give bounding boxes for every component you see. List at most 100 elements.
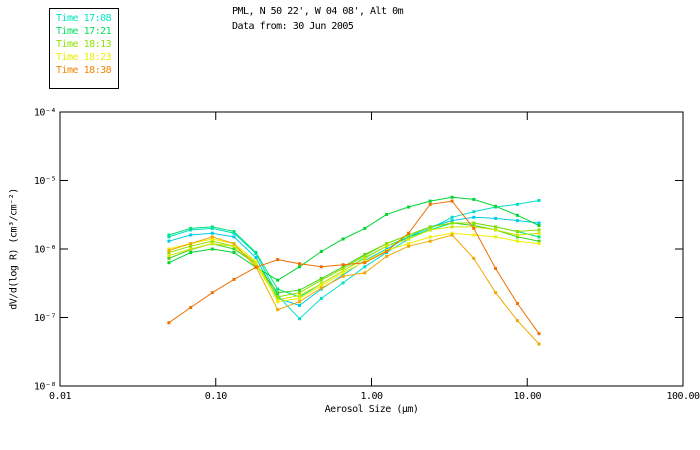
y-tick-label: 10⁻⁸ [34, 382, 56, 393]
series-marker [407, 205, 411, 209]
series-marker [276, 300, 280, 304]
series-line-1 [168, 216, 540, 306]
series-marker [298, 293, 301, 297]
series-marker [298, 296, 301, 300]
series-marker [363, 265, 367, 269]
plot-title: PML, N 50 22', W 04 08', Alt 0m [232, 6, 404, 17]
series-marker [515, 219, 519, 223]
series-marker [428, 239, 432, 243]
series-marker [385, 212, 389, 216]
series-marker [210, 239, 214, 243]
series-marker [319, 277, 323, 281]
series-marker [319, 286, 323, 290]
series-marker [407, 237, 411, 241]
series-marker [167, 321, 171, 325]
series-marker [276, 287, 280, 291]
series-marker [450, 233, 454, 237]
series-marker [494, 228, 498, 232]
series-marker [472, 197, 476, 201]
series-marker [210, 225, 214, 229]
series-marker [319, 278, 323, 282]
series-marker [537, 235, 541, 239]
series-marker [363, 254, 367, 258]
series-marker [189, 247, 193, 251]
series-line-7 [168, 232, 540, 303]
series-marker [276, 258, 280, 262]
series-marker [298, 262, 301, 266]
series-marker [515, 319, 519, 323]
series-marker [494, 235, 498, 239]
series-marker [385, 244, 389, 248]
series-marker [341, 263, 345, 267]
series-marker [472, 233, 476, 237]
series-marker [407, 235, 411, 239]
series-marker [167, 251, 171, 254]
series-marker [515, 239, 519, 243]
series-marker [407, 231, 411, 235]
series-marker [254, 263, 258, 267]
series-line-6 [168, 226, 540, 301]
series-marker [494, 204, 498, 208]
series-marker [319, 284, 323, 288]
series-marker [167, 233, 171, 237]
series-marker [276, 291, 280, 295]
series-marker [494, 225, 498, 229]
series-marker [189, 242, 193, 246]
x-tick-label: 0.10 [205, 391, 228, 402]
series-marker [472, 215, 476, 219]
series-marker [515, 213, 519, 217]
series-marker [298, 303, 301, 307]
series-marker [341, 267, 345, 270]
series-marker [428, 199, 432, 203]
series-marker [450, 231, 454, 235]
series-marker [254, 256, 258, 260]
series-marker [298, 300, 301, 304]
series-line-3 [168, 196, 540, 281]
series-marker [537, 228, 541, 232]
x-axis-label: Aerosol Size (μm) [324, 404, 419, 415]
series-marker [276, 278, 280, 282]
series-marker [298, 288, 301, 292]
y-tick-label: 10⁻⁶ [34, 245, 56, 256]
series-marker [341, 274, 345, 278]
series-marker [254, 251, 258, 254]
series-marker [450, 199, 454, 203]
plot-header: PML, N 50 22', W 04 08', Alt 0m Data fro… [232, 4, 404, 34]
y-tick-label: 10⁻⁷ [34, 313, 56, 324]
series-marker [210, 247, 214, 251]
series-marker [450, 215, 454, 219]
plot-frame [59, 111, 684, 387]
series-marker [537, 221, 541, 225]
series-marker [319, 296, 323, 300]
series-marker [428, 235, 432, 239]
series-marker [298, 317, 301, 321]
series-marker [232, 277, 236, 281]
plot-subtitle: Data from: 30 Jun 2005 [232, 21, 354, 32]
series-marker [472, 256, 476, 260]
series-marker [232, 247, 236, 251]
series-marker [385, 250, 389, 253]
series-marker [363, 226, 367, 230]
series-marker [298, 291, 301, 295]
x-tick-label: 100.00 [666, 391, 700, 402]
series-marker [319, 265, 323, 269]
series-marker [189, 226, 193, 230]
series-marker [515, 302, 519, 305]
legend-item: Time 17:21 [56, 26, 112, 37]
series-marker [428, 225, 432, 229]
legend-item: Time 17:08 [56, 13, 112, 24]
series-marker [472, 221, 476, 225]
legend-item: Time 18:13 [56, 39, 112, 50]
y-axis-label: dV/d(log R) (cm³/cm⁻²) [8, 188, 20, 310]
series-marker [515, 202, 519, 206]
series-marker [428, 202, 432, 206]
series-marker [450, 195, 454, 199]
series-marker [450, 221, 454, 225]
series-marker [232, 242, 236, 246]
legend-box: Time 17:08 Time 17:21 Time 18:13 Time 18… [49, 8, 119, 89]
series-marker [537, 342, 541, 346]
series-marker [232, 231, 236, 235]
x-tick-label: 0.01 [49, 391, 72, 402]
